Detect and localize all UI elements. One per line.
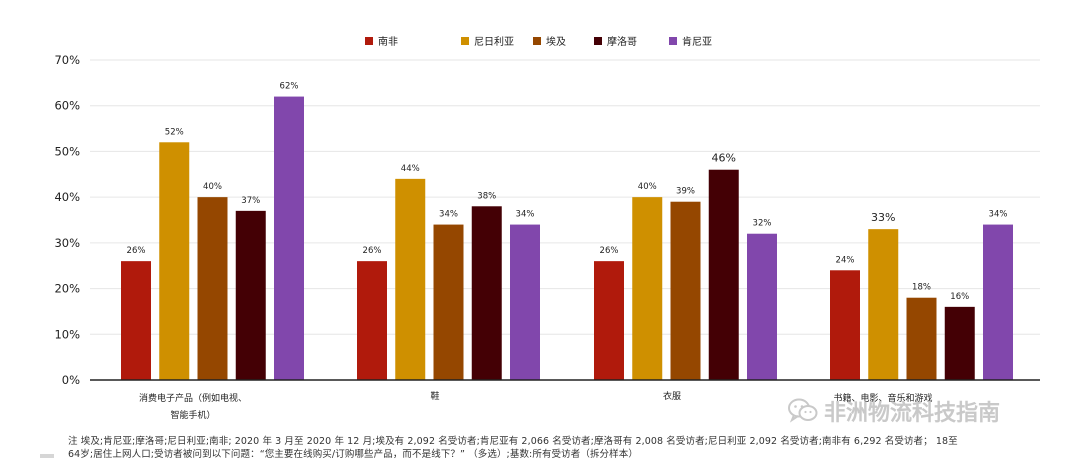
footnote-line-1: 注 埃及;肯尼亚;摩洛哥;尼日利亚;南非; 2020 年 3 月至 2020 年… xyxy=(68,436,958,447)
legend-label: 肯尼亚 xyxy=(682,35,712,48)
bar xyxy=(830,270,860,380)
data-label: 40% xyxy=(638,182,657,192)
legend-swatch xyxy=(594,37,602,45)
footnote-line-2: 64岁;居住上网人口;受访者被问到以下问题：“您主要在线购买/订购哪些产品，而不… xyxy=(68,449,638,460)
bar xyxy=(121,261,151,380)
category-label: 鞋 xyxy=(430,390,439,402)
bar xyxy=(510,224,540,380)
scroll-indicator xyxy=(40,454,54,458)
category-label: 书籍、电影、音乐和游戏 xyxy=(833,392,932,404)
bar xyxy=(433,224,464,380)
data-label: 26% xyxy=(600,246,619,256)
data-label: 46% xyxy=(712,152,736,165)
bar xyxy=(632,197,663,380)
bar xyxy=(983,224,1013,380)
data-label: 32% xyxy=(753,219,772,229)
category-label: 衣服 xyxy=(663,390,681,402)
y-tick-label: 50% xyxy=(54,144,80,158)
data-label: 62% xyxy=(280,82,299,92)
data-label: 34% xyxy=(989,210,1008,220)
watermark-text: 非洲物流科技指南 xyxy=(824,401,1001,426)
bar xyxy=(594,261,624,380)
bar xyxy=(235,210,266,380)
legend-swatch xyxy=(365,37,373,45)
bar xyxy=(906,297,937,380)
y-tick-label: 0% xyxy=(62,373,80,387)
category-label: 消费电子产品（例如电视、 xyxy=(139,392,247,404)
bar-chart: 0% 10% 20% 30% 40% 50% 60% 70% 26% 26% 26% 24% 52% 44… xyxy=(54,35,1040,421)
wechat-icon xyxy=(788,398,818,423)
bar xyxy=(471,206,502,380)
bar xyxy=(708,169,739,380)
data-label: 18% xyxy=(912,283,931,293)
y-tick-label: 60% xyxy=(54,99,80,113)
legend-label: 埃及 xyxy=(546,35,566,48)
bar xyxy=(197,197,228,380)
bar xyxy=(395,178,426,380)
legend-swatch xyxy=(533,37,541,45)
data-label: 37% xyxy=(241,196,260,206)
data-label: 44% xyxy=(401,164,420,174)
data-label: 33% xyxy=(871,211,895,224)
legend-label: 尼日利亚 xyxy=(474,36,514,48)
data-label: 34% xyxy=(516,210,535,220)
legend-label: 摩洛哥 xyxy=(607,35,637,48)
data-label: 38% xyxy=(477,191,496,201)
y-tick-label: 10% xyxy=(54,327,80,341)
bar xyxy=(357,261,387,380)
data-label: 24% xyxy=(836,255,855,265)
y-tick-label: 20% xyxy=(54,282,80,296)
y-tick-label: 30% xyxy=(54,236,80,250)
data-label: 34% xyxy=(439,210,458,220)
data-label: 16% xyxy=(950,292,969,302)
data-label: 26% xyxy=(363,246,382,256)
data-label: 40% xyxy=(203,182,222,192)
watermark: 非洲物流科技指南 xyxy=(788,396,1000,426)
y-tick-label: 40% xyxy=(54,190,80,204)
legend-label: 南非 xyxy=(378,35,398,48)
legend-swatch xyxy=(669,37,677,45)
y-tick-label: 70% xyxy=(54,53,80,67)
bar xyxy=(944,306,975,380)
data-label: 39% xyxy=(676,187,695,197)
bar xyxy=(670,201,701,380)
bar xyxy=(868,229,899,380)
bar xyxy=(159,142,190,380)
data-label: 26% xyxy=(127,246,146,256)
bar xyxy=(747,233,777,380)
bar xyxy=(274,96,304,381)
category-label: 智能手机） xyxy=(170,409,215,421)
data-label: 52% xyxy=(165,127,184,137)
legend-swatch xyxy=(461,37,469,45)
